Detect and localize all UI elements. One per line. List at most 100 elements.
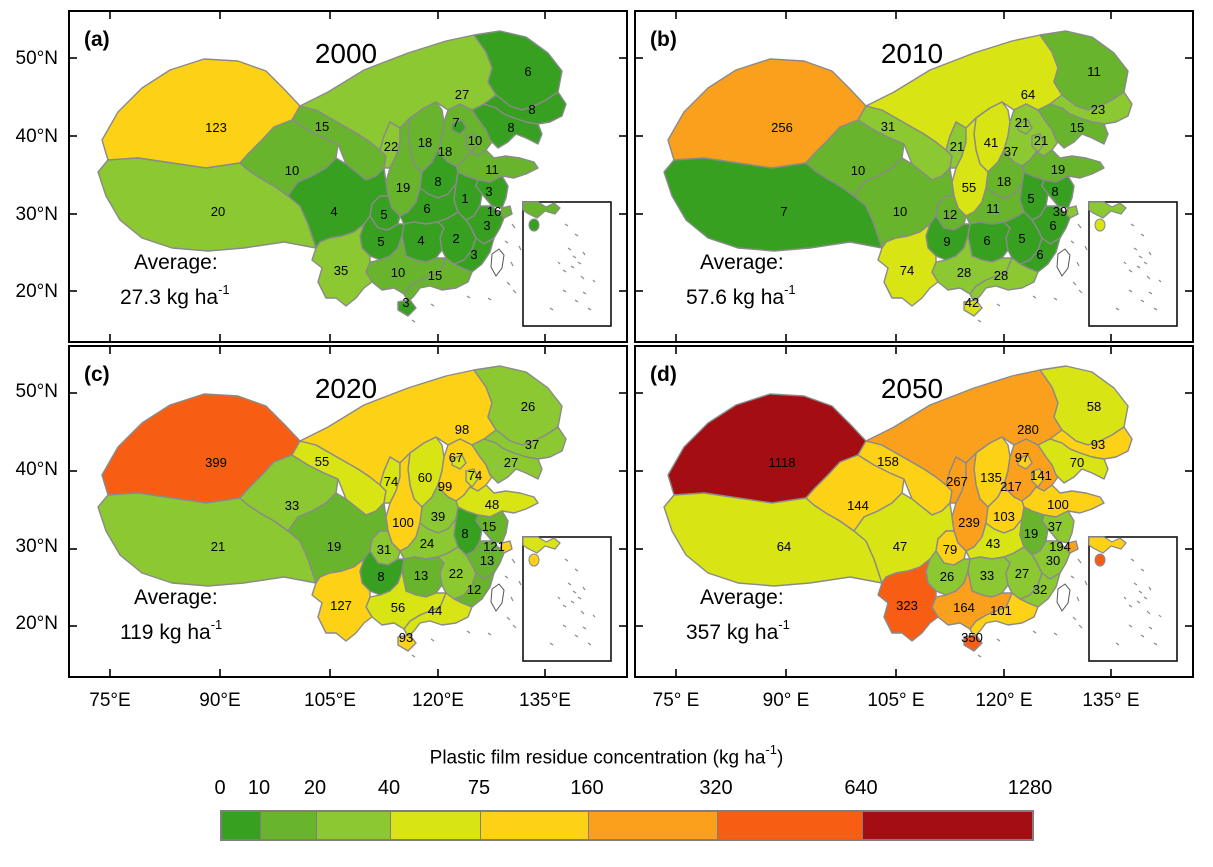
- province-zhejiang: [1031, 205, 1071, 245]
- value-label-jiangxi: 27: [1015, 566, 1029, 581]
- value-label-shaanxi: 100: [392, 515, 414, 530]
- value-label-chongqing: 5: [380, 207, 387, 222]
- value-label-sichuan: 10: [893, 204, 907, 219]
- lon-label: 75° E: [652, 690, 700, 711]
- legend-colorbar: [220, 810, 1034, 841]
- panel-year: 2020: [314, 373, 378, 404]
- value-label-anhui: 19: [1024, 526, 1038, 541]
- inset-islet-dash: [582, 586, 586, 591]
- value-label-guizhou: 8: [377, 569, 384, 584]
- coastline-dash: [512, 624, 517, 629]
- inset-islet-dash: [562, 269, 567, 273]
- value-label-henan: 39: [431, 509, 445, 524]
- panel-2020: 399 21 33 55 98 26 37 27 60 99 74 100 48 39 24 8 15 19 31 8…: [68, 345, 628, 678]
- inset-islet-dash: [1136, 265, 1141, 269]
- coastline-dash: [487, 632, 492, 636]
- value-label-jiangsu: 37: [1048, 519, 1062, 534]
- inset-islet-dash: [1123, 596, 1127, 600]
- value-label-tianjin: 21: [1034, 133, 1048, 148]
- legend-tick: 20: [303, 777, 327, 799]
- province-shanghai: [1065, 540, 1079, 554]
- value-label-gansu: 31: [881, 119, 895, 134]
- inset-guangdong-piece: [522, 536, 561, 554]
- province-beijing: [1017, 454, 1033, 470]
- inset-hainan-island: [1094, 218, 1106, 232]
- inset-islet-dash: [564, 558, 569, 562]
- coastline-dash: [1032, 630, 1037, 634]
- inset-islet-dash: [1148, 251, 1152, 256]
- inset-islet-dash: [574, 299, 579, 303]
- average-value: 27.3 kg ha: [120, 286, 219, 309]
- average-unit-sup: -1: [778, 617, 790, 632]
- province-beijing: [451, 119, 467, 135]
- province-jiangsu: [1041, 510, 1075, 544]
- value-label-beijing: 21: [1015, 115, 1029, 130]
- lat-label: 40°N: [15, 459, 58, 480]
- inset-islet-dash: [587, 642, 592, 646]
- value-label-zhejiang: 13: [480, 553, 494, 568]
- average-unit-sup: -1: [218, 282, 230, 297]
- value-label-fujian: 6: [1036, 247, 1043, 262]
- value-label-shanghai: 16: [487, 204, 501, 219]
- inset-hainan-island: [528, 553, 540, 567]
- value-label-tianjin: 74: [468, 468, 482, 483]
- inset-islet-dash: [1130, 223, 1135, 227]
- legend-tick: 320: [699, 777, 733, 799]
- inset-islet-dash: [574, 634, 579, 638]
- province-zhejiang: [465, 205, 505, 245]
- average-unit-sup: -1: [210, 617, 223, 632]
- province-shanghai: [499, 540, 513, 554]
- panel-2000: 123 20 10 15 27 6 8 8 18 18 22 19 11 8 6 1 3 4 5 5 4 2 3 3 15 10 3…: [68, 10, 628, 343]
- inset-islet-dash: [572, 255, 577, 259]
- inset-islet-dash: [582, 291, 587, 295]
- legend-color-segment-1: [261, 812, 318, 839]
- panel-border: [68, 345, 628, 678]
- inset-islet-dash: [1140, 299, 1145, 303]
- value-label-heilongjiang: 58: [1087, 399, 1101, 414]
- lat-label: 50°N: [15, 48, 58, 69]
- value-label-tianjin: 10: [468, 133, 482, 148]
- average-label: Average:: [700, 251, 784, 274]
- inset-islet-dash: [1148, 586, 1152, 591]
- value-label-beijing: 67: [449, 450, 463, 465]
- legend-tick: 0: [214, 777, 226, 799]
- value-label-guizhou: 26: [940, 569, 954, 584]
- province-tianjin: [465, 133, 479, 153]
- value-label-hunan: 6: [983, 233, 990, 248]
- inset-islet-dash: [1128, 624, 1133, 628]
- coastline-dash: [518, 245, 522, 251]
- value-label-henan: 8: [434, 174, 441, 189]
- inset-islet-dash: [1133, 582, 1138, 586]
- average-label: Average:: [700, 586, 784, 609]
- value-label-jilin: 23: [1091, 102, 1105, 117]
- coastline-dash: [511, 558, 516, 564]
- inset-islet-dash: [1146, 610, 1151, 615]
- value-label-hunan: 33: [980, 568, 994, 583]
- value-label-hainan: 350: [961, 630, 983, 645]
- inset-islet-dash: [580, 610, 585, 615]
- value-label-zhejiang: 3: [483, 218, 490, 233]
- value-label-guangxi: 164: [953, 600, 975, 615]
- inset-islet-dash: [587, 307, 592, 311]
- coastline-dash: [504, 575, 509, 579]
- coastline-dash: [1078, 289, 1083, 294]
- value-label-gansu: 158: [877, 454, 899, 469]
- value-label-qinghai: 144: [847, 498, 869, 513]
- inset-islet-dash: [549, 307, 554, 311]
- value-label-chongqing: 12: [943, 207, 957, 222]
- legend-color-segment-0: [222, 812, 262, 839]
- value-label-shandong: 100: [1047, 497, 1069, 512]
- coastline-dash: [1078, 624, 1083, 629]
- value-label-liaoning: 27: [504, 455, 518, 470]
- coastline-dash: [466, 630, 471, 634]
- inset-islet-dash: [562, 289, 567, 293]
- inset-islet-dash: [1143, 596, 1148, 600]
- legend-color-segment-3: [390, 812, 481, 839]
- average-value: 57.6 kg ha: [686, 286, 785, 309]
- value-label-jiangsu: 3: [485, 184, 492, 199]
- legend-tick: 1280: [1007, 777, 1053, 799]
- value-label-hainan: 3: [402, 295, 409, 310]
- panel-year: 2050: [880, 373, 944, 404]
- province-beijing: [1017, 119, 1033, 135]
